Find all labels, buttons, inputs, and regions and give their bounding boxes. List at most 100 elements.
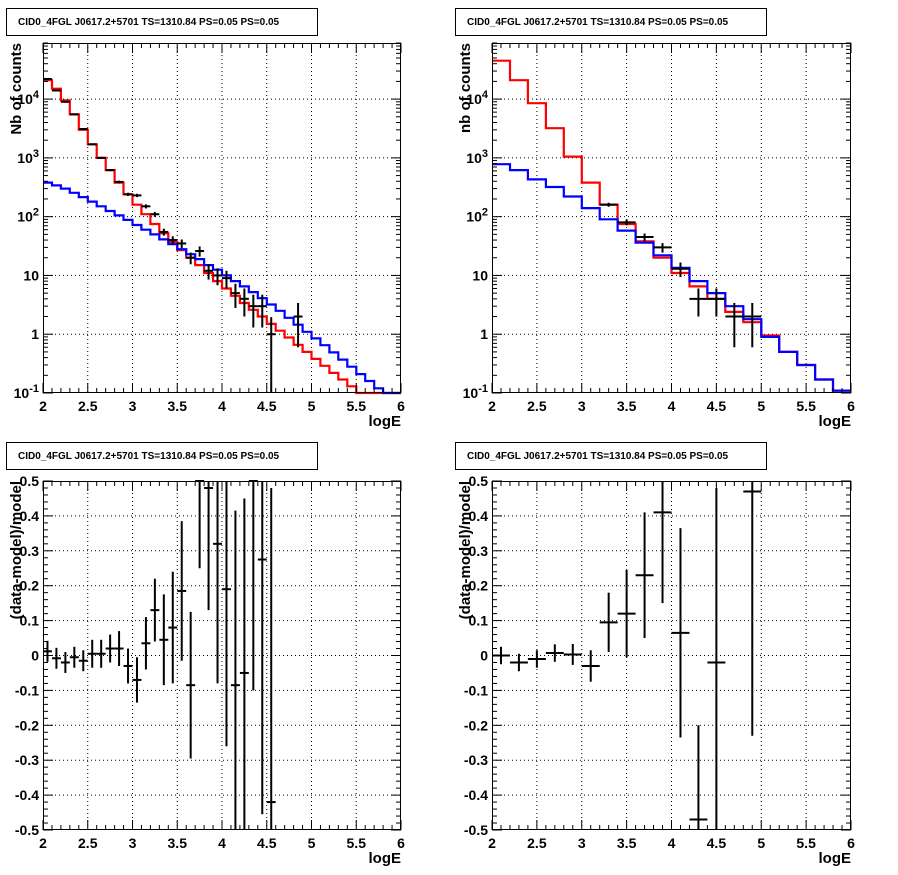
chart-panel-bottom-right: CID0_4FGL J0617.2+5701 TS=1310.84 PS=0.0… <box>455 442 855 867</box>
data-point <box>159 594 169 686</box>
data-point <box>141 617 151 670</box>
data-point <box>123 648 133 684</box>
chart-title: CID0_4FGL J0617.2+5701 TS=1310.84 PS=0.0… <box>18 451 280 462</box>
data-point <box>69 113 79 116</box>
y-tick-label: 10 <box>472 267 488 283</box>
data-point <box>195 480 205 569</box>
data-point <box>159 228 169 236</box>
y-tick-label: -0.2 <box>464 717 488 733</box>
data-point <box>177 521 187 661</box>
data-point <box>293 302 303 348</box>
data-point <box>114 631 124 666</box>
data-point <box>563 643 582 665</box>
y-tick-label: 102 <box>466 207 488 225</box>
x-tick-label: 2.5 <box>527 835 547 851</box>
x-tick-label: 5.5 <box>796 835 816 851</box>
y-tick-label: 103 <box>17 148 39 166</box>
data-point <box>239 288 249 317</box>
data-point <box>671 262 690 278</box>
chart-panel-top-right: CID0_4FGL J0617.2+5701 TS=1310.84 PS=0.0… <box>455 8 855 430</box>
data-point <box>213 268 222 286</box>
data-point <box>635 233 654 242</box>
histogram-series-1 <box>43 181 401 395</box>
data-points-series <box>492 481 762 830</box>
data-point <box>599 202 618 207</box>
data-point <box>743 481 762 736</box>
data-point <box>230 510 240 830</box>
data-point <box>150 578 160 642</box>
x-tick-label: 3.5 <box>168 835 188 851</box>
data-point <box>653 243 672 253</box>
data-point <box>78 650 88 672</box>
x-tick-label: 5 <box>308 398 316 414</box>
x-tick-label: 5 <box>757 398 765 414</box>
data-points-series <box>599 202 762 348</box>
x-tick-label: 4 <box>668 835 676 851</box>
data-point <box>266 487 276 830</box>
y-tick-label: 102 <box>17 207 39 225</box>
data-point <box>239 498 249 830</box>
data-points-series <box>43 480 276 830</box>
x-tick-label: 5 <box>308 835 316 851</box>
y-tick-label: -0.3 <box>464 752 488 768</box>
chart-panel-bottom-left: CID0_4FGL J0617.2+5701 TS=1310.84 PS=0.0… <box>6 442 405 867</box>
x-tick-label: 4.5 <box>707 398 727 414</box>
data-point <box>257 481 267 815</box>
chart-title: CID0_4FGL J0617.2+5701 TS=1310.84 PS=0.0… <box>18 17 280 28</box>
chart-title: CID0_4FGL J0617.2+5701 TS=1310.84 PS=0.0… <box>467 17 729 28</box>
x-tick-label: 3 <box>129 398 137 414</box>
y-tick-label: 10 <box>23 267 39 283</box>
y-tick-label: 0.5 <box>469 473 489 489</box>
data-points-series <box>43 77 303 393</box>
data-point <box>78 127 88 130</box>
chart-title: CID0_4FGL J0617.2+5701 TS=1310.84 PS=0.0… <box>467 451 729 462</box>
y-tick-label: -0.3 <box>15 752 39 768</box>
data-point <box>195 246 205 257</box>
x-tick-label: 4 <box>218 835 226 851</box>
y-tick-label: 0.2 <box>469 578 489 594</box>
data-point <box>222 481 231 747</box>
x-tick-label: 3 <box>578 835 586 851</box>
data-point <box>123 192 133 197</box>
data-point <box>527 650 546 668</box>
title-box <box>455 8 767 36</box>
x-tick-label: 2.5 <box>527 398 547 414</box>
y-tick-label: -0.4 <box>464 787 488 803</box>
y-tick-label: 0.4 <box>20 508 40 524</box>
y-axis-title: nb of counts <box>457 43 474 133</box>
x-tick-label: 2.5 <box>78 835 98 851</box>
x-tick-label: 3 <box>129 835 137 851</box>
data-point <box>213 481 222 684</box>
y-tick-label: -0.2 <box>15 717 39 733</box>
data-point <box>635 512 654 639</box>
y-tick-label: -0.1 <box>464 682 488 698</box>
y-tick-label: 0.2 <box>20 578 40 594</box>
data-point <box>87 639 97 668</box>
data-point <box>266 317 276 393</box>
x-tick-label: 4.5 <box>257 835 277 851</box>
data-point <box>617 569 636 658</box>
data-point <box>230 283 240 308</box>
data-point <box>689 725 708 830</box>
data-point <box>248 480 258 691</box>
data-point <box>132 657 142 703</box>
x-tick-label: 3.5 <box>168 398 188 414</box>
data-point <box>204 264 214 280</box>
x-tick-label: 2 <box>488 835 496 851</box>
data-point <box>248 294 258 328</box>
data-point <box>581 650 600 682</box>
y-axis-title: Nb of counts <box>8 43 25 135</box>
x-tick-label: 3 <box>578 398 586 414</box>
x-tick-label: 2 <box>39 835 47 851</box>
data-point <box>60 100 70 103</box>
y-tick-label: 0.5 <box>20 473 40 489</box>
y-tick-label: 104 <box>466 89 489 107</box>
x-tick-label: 3.5 <box>617 835 637 851</box>
data-point <box>707 487 726 830</box>
title-box <box>6 442 318 470</box>
data-point <box>707 288 726 317</box>
x-tick-label: 2 <box>39 398 47 414</box>
data-point <box>204 481 214 611</box>
y-tick-label: 10-1 <box>14 383 39 401</box>
